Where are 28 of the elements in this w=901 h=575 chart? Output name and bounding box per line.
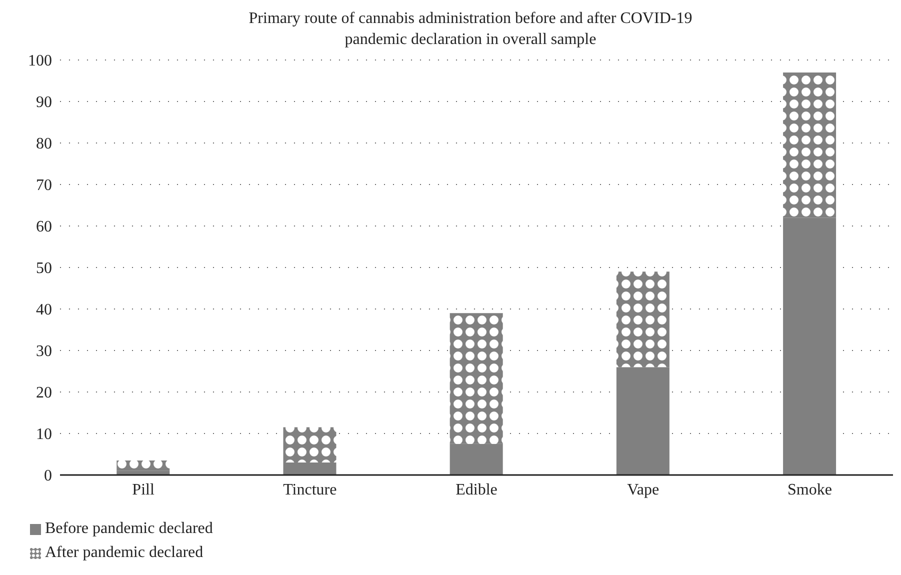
y-tick-label: 60 xyxy=(36,218,52,236)
bar xyxy=(283,462,336,475)
y-tick-label: 30 xyxy=(36,343,52,360)
y-tick-label: 90 xyxy=(36,94,52,112)
chart-title: Primary route of cannabis administration before and after COVID-19 pandemic declaration in overall sample xyxy=(248,9,694,50)
bar xyxy=(116,460,170,471)
bar xyxy=(783,72,836,218)
bar xyxy=(450,444,503,475)
bar xyxy=(450,313,503,444)
y-tick-label: 10 xyxy=(36,426,52,444)
x-tick-label: Vape xyxy=(627,481,660,498)
bar xyxy=(283,427,336,463)
y-tick-label: 40 xyxy=(36,302,52,319)
bar xyxy=(616,367,670,475)
bar xyxy=(783,218,836,475)
y-tick-label: 50 xyxy=(36,260,52,278)
x-tick-label: Tincture xyxy=(283,481,337,498)
y-tick-label: 20 xyxy=(36,384,52,402)
bar xyxy=(616,272,670,368)
x-tick-label: Smoke xyxy=(787,481,832,498)
x-tick-label: Pill xyxy=(132,481,155,498)
y-tick-label: 100 xyxy=(28,52,52,70)
legend-label: After pandemic declared xyxy=(45,544,204,561)
x-tick-label: Edible xyxy=(456,481,498,498)
y-tick-label: 0 xyxy=(44,468,52,485)
legend-label: Before pandemic declared xyxy=(45,520,213,537)
y-tick-label: 80 xyxy=(36,136,52,153)
y-tick-label: 70 xyxy=(36,177,52,194)
